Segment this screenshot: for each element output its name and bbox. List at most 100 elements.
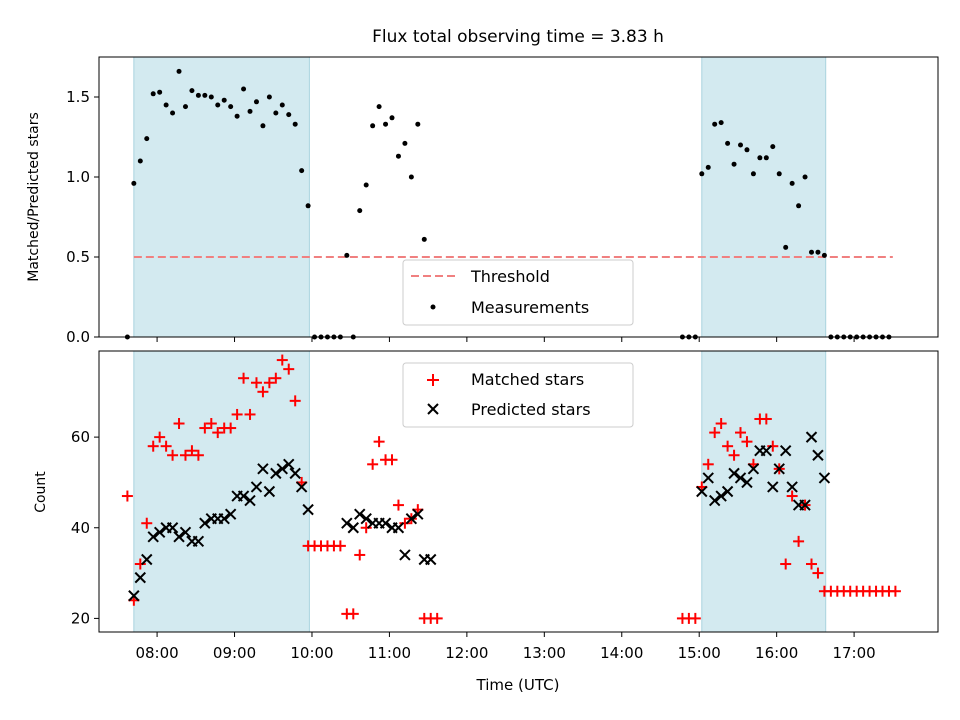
matched-stars-point — [167, 449, 179, 461]
measurement-point — [247, 108, 253, 114]
x-tick-label: 15:00 — [678, 644, 721, 662]
matched-stars-point — [373, 436, 385, 448]
measurement-point — [266, 94, 272, 100]
predicted-stars-point — [702, 472, 714, 484]
x-axis-label: Time (UTC) — [476, 676, 560, 694]
predicted-stars-point — [263, 485, 276, 498]
matched-stars-legend-label: Matched stars — [471, 370, 584, 389]
predicted-stars-point — [392, 522, 405, 534]
measurement-point — [796, 203, 802, 209]
matched-stars-point — [212, 427, 224, 439]
matched-stars-point — [760, 413, 772, 425]
predicted-stars-point — [760, 445, 773, 457]
bottom-legend: Matched stars Predicted stars — [402, 362, 634, 428]
predicted-stars-point — [354, 508, 366, 520]
top-y-axis-label: Matched/Predicted stars — [26, 112, 42, 282]
matched-stars-point — [786, 490, 798, 502]
measurement-point — [202, 92, 208, 98]
matched-stars-point — [244, 408, 256, 420]
highlight-span — [701, 56, 827, 338]
predicted-stars-point — [818, 472, 831, 484]
top-y-ticks: 0.0 0.5 1.0 1.5 — [66, 88, 99, 346]
measurement-point — [712, 121, 718, 127]
top-highlight-spans — [133, 56, 827, 338]
measurement-point — [131, 180, 137, 186]
measurement-point — [176, 68, 182, 74]
measurement-point — [763, 155, 769, 161]
matched-stars-point — [334, 540, 346, 552]
measurement-point — [221, 97, 227, 103]
predicted-stars-point — [721, 485, 734, 498]
measurements-legend-label: Measurements — [471, 298, 589, 317]
measurement-point — [408, 174, 414, 180]
measurement-point — [750, 171, 756, 177]
matched-stars-point — [715, 418, 727, 430]
predicted-stars-point — [741, 476, 753, 489]
matched-stars-point — [392, 499, 404, 511]
predicted-stars-point — [237, 490, 250, 502]
x-tick-label: 08:00 — [135, 644, 178, 662]
predicted-stars-point — [347, 522, 359, 534]
matched-stars-point — [141, 517, 153, 529]
predicted-stars-point — [779, 445, 792, 457]
measurement-point — [208, 94, 214, 100]
measurement-point — [705, 164, 711, 170]
matched-stars-point — [257, 386, 269, 398]
predicted-stars-point — [405, 512, 418, 525]
predicted-stars-point — [192, 535, 205, 548]
matched-stars-point — [225, 422, 237, 434]
measurement-point — [292, 121, 298, 127]
x-tick-label: 13:00 — [523, 644, 566, 662]
measurement-point — [731, 161, 737, 167]
y-tick-label: 40 — [71, 519, 90, 537]
predicted-stars-point — [128, 590, 140, 602]
matched-stars-point — [360, 522, 372, 534]
predicted-stars-point — [747, 463, 760, 475]
predicted-stars-point — [153, 526, 166, 538]
matched-stars-point — [767, 440, 779, 452]
matched-stars-point — [709, 427, 721, 439]
bottom-legend-box — [402, 362, 634, 428]
y-tick-label: 20 — [71, 609, 90, 627]
y-tick-label: 0.0 — [66, 328, 90, 346]
bottom-highlight-spans — [133, 350, 827, 633]
measurement-point — [163, 102, 169, 108]
measurement-point — [228, 104, 234, 110]
matched-stars-point — [728, 449, 740, 461]
bottom-panel: 20 40 60 08:00 09:00 10:00 11:00 12:00 13:00 14:… — [33, 350, 939, 694]
matched-stars-point — [160, 440, 172, 452]
matched-stars-point — [793, 535, 805, 547]
matched-stars-point — [347, 608, 359, 620]
predicted-stars-point — [696, 485, 708, 498]
predicted-stars-point — [425, 553, 437, 566]
matched-stars-point — [283, 363, 295, 375]
predicted-stars-point — [734, 472, 747, 484]
bottom-axes-frame — [98, 350, 939, 633]
measurement-point — [370, 123, 376, 129]
measurement-point — [821, 252, 827, 258]
measurement-point — [725, 140, 731, 146]
y-tick-label: 1.5 — [66, 88, 90, 106]
predicted-stars-point — [147, 531, 159, 543]
bottom-y-ticks: 20 40 60 — [71, 428, 99, 627]
matched-stars-point — [199, 422, 211, 434]
predicted-stars-legend-swatch — [427, 403, 439, 415]
measurement-point — [144, 136, 150, 142]
predicted-stars-point — [295, 481, 308, 493]
predicted-stars-point — [270, 467, 282, 480]
measurement-point — [802, 174, 808, 180]
matched-stars-point — [205, 418, 217, 430]
predicted-stars-series — [128, 431, 831, 602]
matched-stars-point — [192, 449, 204, 461]
matched-stars-point — [354, 549, 366, 561]
bottom-y-axis-label: Count — [33, 471, 49, 513]
measurement-point — [279, 102, 285, 108]
measurement-point — [215, 102, 221, 108]
measurement-point — [234, 113, 240, 119]
y-tick-label: 0.5 — [66, 248, 90, 266]
predicted-stars-point — [773, 463, 785, 475]
bottom-x-ticks: 08:00 09:00 10:00 11:00 12:00 13:00 14:00 15:00… — [135, 632, 876, 662]
x-tick-label: 17:00 — [832, 644, 875, 662]
matched-stars-point — [386, 454, 398, 466]
measurement-point — [389, 115, 395, 121]
